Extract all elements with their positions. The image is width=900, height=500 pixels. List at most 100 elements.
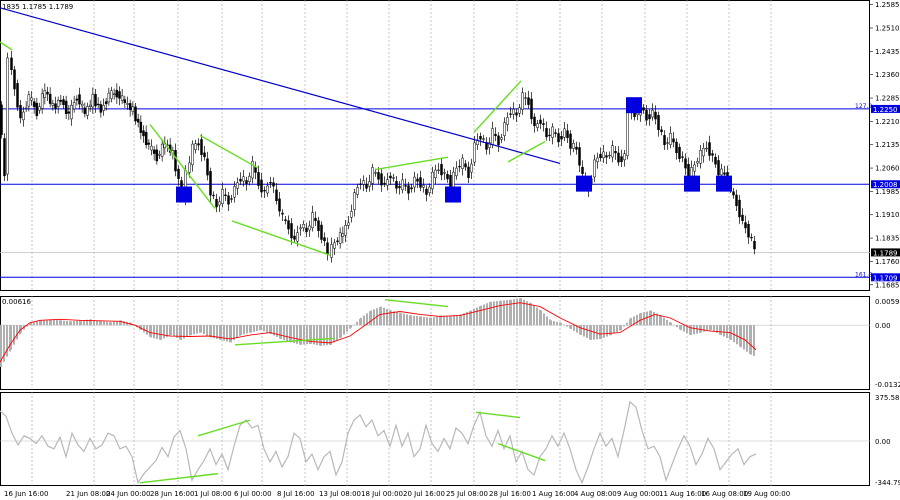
macd-bar [170, 325, 172, 336]
macd-bar [46, 319, 48, 326]
candle-body [503, 122, 506, 136]
candle-body [88, 104, 92, 107]
macd-bar [650, 310, 652, 326]
candle-body [548, 134, 551, 137]
candle-body [636, 112, 639, 116]
candle-body [257, 172, 260, 186]
macd-bar [706, 325, 708, 332]
candle-body [350, 211, 353, 218]
candle-body [83, 107, 87, 114]
candle-body [563, 128, 566, 138]
macd-bar [710, 325, 712, 331]
candle-body [608, 154, 611, 157]
macd-bar [680, 325, 682, 331]
macd-bar [500, 300, 502, 326]
price-tick-label: 1.1835 [875, 235, 900, 243]
macd-bar [436, 316, 438, 326]
macd-bar [36, 321, 38, 326]
macd-bar [440, 315, 442, 326]
macd-divergence-line [234, 337, 334, 346]
macd-bar [320, 325, 322, 346]
macd-bar [713, 325, 715, 332]
candle-body [188, 162, 191, 173]
macd-bar [153, 325, 155, 339]
macd-bar [70, 321, 72, 326]
candle-body [99, 104, 103, 113]
macd-bar [86, 319, 88, 326]
macd-bar [613, 325, 615, 334]
signal-marker [176, 186, 192, 203]
macd-bar [506, 300, 508, 326]
macd-bar [493, 301, 495, 326]
macd-bar [186, 325, 188, 337]
chart-frame [0, 0, 870, 486]
macd-bar [180, 325, 182, 340]
cci-panel: 375.5808 0.00 -344.790 [0, 394, 900, 487]
candle-body [296, 232, 299, 242]
x-tick-label: 16 Jun 16:00 [4, 490, 48, 498]
candle-body [158, 154, 161, 156]
candle-body [54, 103, 57, 109]
candle-body [717, 160, 720, 176]
macd-bar [460, 314, 462, 326]
macd-bar [683, 325, 685, 332]
macd-bar [486, 303, 488, 326]
macd-bar [3, 325, 5, 362]
candle-body [107, 92, 111, 103]
macd-bar [103, 321, 105, 326]
x-tick-label: 11 Aug 16:00 [659, 490, 706, 498]
macd-bar [333, 325, 335, 343]
macd-bar [173, 325, 175, 337]
candle-body [449, 174, 452, 188]
candle-body [242, 176, 245, 182]
candle-body [482, 138, 485, 140]
macd-bar [743, 325, 745, 350]
candle-body [395, 181, 398, 189]
x-tick-label: 4 Aug 08:00 [574, 490, 617, 498]
macd-bar [623, 325, 625, 327]
candle-body [147, 142, 151, 145]
candle-body [6, 57, 9, 175]
macd-bar [343, 325, 345, 335]
macd-bar [550, 320, 552, 326]
candle-body [305, 227, 308, 233]
signal-markers [176, 97, 732, 203]
macd-bar [536, 307, 538, 326]
candle-body [524, 97, 527, 99]
candle-body [131, 106, 135, 112]
candle-body [278, 198, 281, 212]
macd-bar [533, 305, 535, 326]
macd-axis-label: -0.01321 [875, 381, 900, 389]
candle-body [527, 97, 530, 105]
price-tick-label: 1.2510 [875, 25, 900, 33]
x-tick-label: 19 Aug 00:00 [743, 490, 790, 498]
candle-body [675, 141, 678, 154]
macd-bar [223, 325, 225, 341]
candle-body [666, 142, 669, 144]
candle-body [617, 152, 620, 163]
macd-bar [306, 325, 308, 345]
macd-bar [190, 325, 192, 336]
candle-body [224, 194, 227, 197]
macd-bar [316, 325, 318, 346]
candle-body [91, 94, 95, 108]
macd-bar [546, 316, 548, 326]
candle-body [512, 108, 515, 115]
candle-body [236, 182, 239, 189]
candle-body [104, 101, 108, 105]
macd-bar [166, 325, 168, 337]
candle-body [392, 177, 395, 179]
candle-body [194, 143, 197, 150]
candle-body [440, 164, 443, 176]
candle-body [413, 176, 416, 188]
candle-body [747, 223, 750, 238]
macd-bar [750, 325, 752, 355]
macd-bar [403, 313, 405, 326]
macd-bar [163, 325, 165, 339]
signal-marker [716, 175, 732, 192]
macd-bar [313, 325, 315, 345]
candle-body [681, 156, 684, 158]
candle-body [112, 93, 116, 95]
candle-body [536, 123, 539, 128]
chart-header: 1835 1.1785 1.1789 [2, 3, 73, 11]
